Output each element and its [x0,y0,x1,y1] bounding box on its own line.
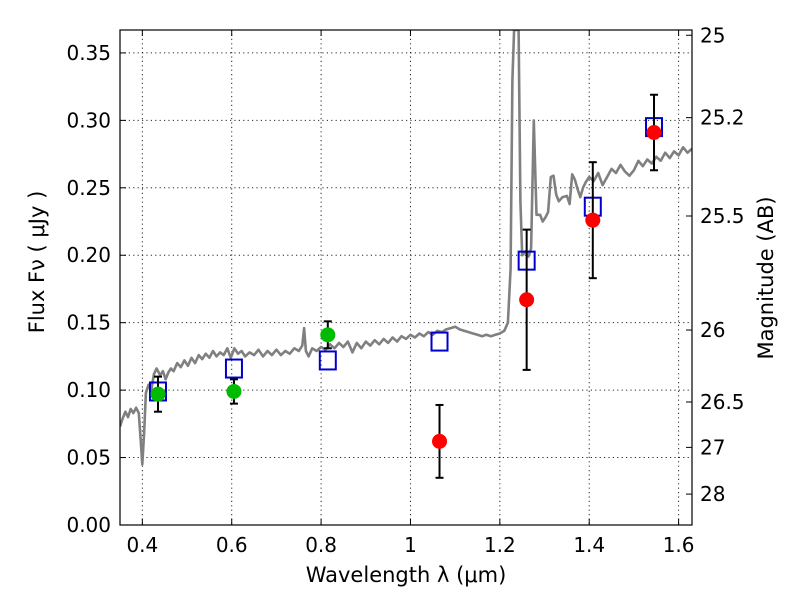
grid [120,30,692,526]
x-tick-label: 1.4 [573,533,605,557]
y-tick-label: 0.30 [66,108,111,132]
mag-tick-label: 28 [700,482,725,506]
mag-tick-label: 25.5 [700,204,745,228]
x-tick-label: 0.6 [216,533,248,557]
ticks: 0.4 0.6 0.8 1 1.2 1.4 1.6 0.00 0.05 0.10 0.15 0.20 0… [66,23,744,557]
y-tick-label: 0.35 [66,41,111,65]
y-tick-label: 0.00 [66,513,111,537]
photometry-point [226,383,242,399]
x-tick-label: 0.8 [305,533,337,557]
plot-frame [119,29,693,526]
mag-tick-label: 25 [700,23,725,47]
mag-tick-label: 27 [700,435,725,459]
x-tick-label: 1.2 [484,533,516,557]
photometry-point [585,212,601,228]
photometry-point [646,125,662,141]
mag-tick-label: 26 [700,318,725,342]
x-tick-label: 1 [404,533,417,557]
x-tick-label: 0.4 [126,533,158,557]
right-axis-label: Magnitude (AB) [754,196,778,359]
model-square-marker [430,331,449,352]
model-square-marker [318,350,337,371]
y-axis-label: Flux Fν ( μJy ) [25,191,49,334]
model-spectrum-line [120,30,692,466]
photometry-point [519,292,535,308]
y-tick-label: 0.05 [66,446,111,470]
data-layer [120,30,692,479]
y-tick-label: 0.25 [66,176,111,200]
x-axis-label: Wavelength λ (μm) [306,563,507,587]
y-tick-label: 0.10 [66,378,111,402]
photometry-point [150,386,166,402]
mag-tick-label: 25.2 [700,106,745,130]
y-tick-label: 0.20 [66,243,111,267]
photometry-point [320,327,336,343]
photometry-point [432,433,448,449]
model-square-marker [224,358,243,379]
x-tick-label: 1.6 [663,533,695,557]
mag-tick-label: 26.5 [700,390,745,414]
y-tick-label: 0.15 [66,311,111,335]
